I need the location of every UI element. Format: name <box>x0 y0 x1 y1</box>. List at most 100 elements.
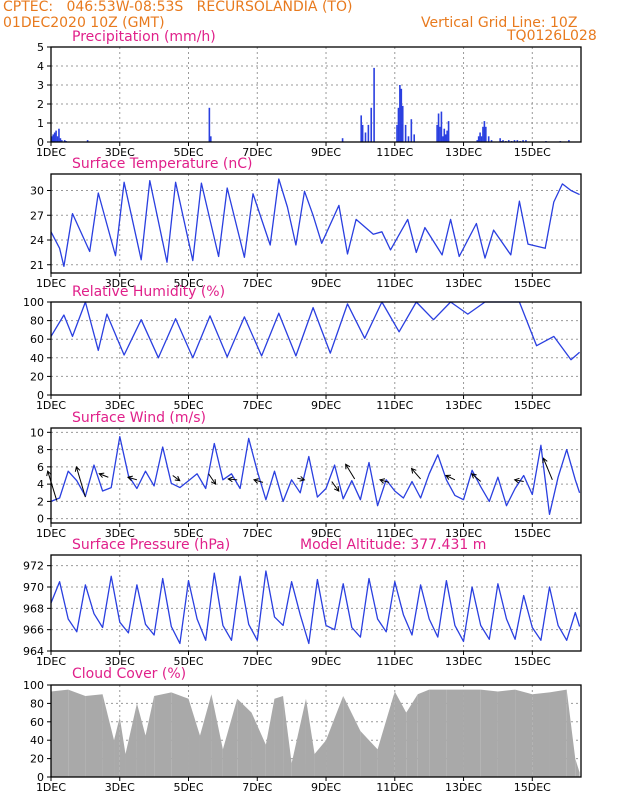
wind-vector <box>445 475 456 481</box>
precip-bar <box>210 136 212 142</box>
y-tick-label: 0 <box>37 513 44 526</box>
precip-bar <box>447 121 450 142</box>
panel-frame <box>50 684 582 778</box>
precip-bar <box>440 111 443 142</box>
x-tick-label: 7DEC <box>242 277 272 290</box>
cloud-segment <box>211 694 223 777</box>
panel-title: Precipitation (mm/h) <box>72 29 216 45</box>
precip-bar <box>396 124 398 142</box>
cloud-segment <box>377 691 395 777</box>
x-tick-label: 15DEC <box>514 527 551 540</box>
x-tick-label: 11DEC <box>376 399 413 412</box>
panel-frame <box>50 554 582 652</box>
x-tick-label: 5DEC <box>173 277 203 290</box>
x-tick-label: 13DEC <box>445 527 482 540</box>
cloud-segment <box>463 689 481 777</box>
cloud-segment <box>222 698 238 777</box>
precip-bar <box>568 140 570 142</box>
y-tick-label: 5 <box>37 41 44 54</box>
panel-title: Surface Temperature (nC) <box>72 156 253 172</box>
cloud-segment <box>532 692 550 777</box>
cloud-segment <box>51 689 69 777</box>
y-tick-label: 968 <box>23 602 44 615</box>
cloud-segment <box>283 696 292 777</box>
wind-vector <box>47 471 58 501</box>
precip-bar <box>361 124 364 142</box>
x-tick-label: 9DEC <box>311 399 341 412</box>
x-tick-label: 9DEC <box>311 655 341 668</box>
x-tick-label: 9DEC <box>311 277 341 290</box>
wind-vector <box>297 477 305 481</box>
cloud-segment <box>429 689 447 777</box>
wind-arrowhead <box>345 463 351 470</box>
y-tick-label: 20 <box>30 753 44 766</box>
x-tick-label: 7DEC <box>242 781 272 794</box>
cloud-segment <box>575 758 580 777</box>
x-tick-label: 7DEC <box>242 655 272 668</box>
x-tick-label: 5DEC <box>173 146 203 159</box>
cloud-segment <box>305 698 315 777</box>
cloud-segment <box>515 689 533 777</box>
wind-vector <box>345 464 356 480</box>
y-tick-label: 10 <box>30 426 44 439</box>
wind-vector <box>411 468 421 480</box>
precip-bar <box>410 119 413 142</box>
cloud-segment <box>274 696 284 777</box>
cloud-segment <box>446 689 464 777</box>
panel-title: Surface Wind (m/s) <box>72 410 206 426</box>
wind-arrowhead <box>210 479 217 486</box>
y-tick-label: 60 <box>30 333 44 346</box>
x-tick-label: 7DEC <box>242 527 272 540</box>
wind-vector <box>208 473 216 485</box>
wind-vector <box>99 473 109 478</box>
cloud-segment <box>291 698 306 777</box>
series-line <box>50 178 580 268</box>
cloud-segment <box>480 689 498 777</box>
cloud-segment <box>406 694 418 777</box>
wind-arrowhead <box>299 476 306 482</box>
y-tick-label: 964 <box>23 645 44 658</box>
x-tick-label: 1DEC <box>36 146 66 159</box>
precip-bar <box>483 121 486 142</box>
cloud-segment <box>314 740 327 777</box>
precip-bar <box>525 140 527 142</box>
x-tick-label: 3DEC <box>105 781 135 794</box>
cloud-segment <box>417 689 430 777</box>
precip-bar <box>208 107 211 142</box>
precip-bar <box>373 67 375 142</box>
cloud-segment <box>171 692 189 777</box>
wind-vector <box>542 458 553 481</box>
precip-bar <box>86 140 89 142</box>
x-tick-label: 1DEC <box>36 399 66 412</box>
wind-vector <box>228 478 238 481</box>
precip-bar <box>479 132 481 142</box>
model-code: TQ0126L028 <box>507 28 597 44</box>
cloud-segment <box>497 689 516 777</box>
y-tick-label: 24 <box>30 234 44 247</box>
x-tick-label: 3DEC <box>105 527 135 540</box>
precip-bar <box>413 134 416 142</box>
precip-bar <box>58 128 60 142</box>
y-tick-label: 972 <box>23 560 44 573</box>
wind-arrowhead <box>542 457 548 464</box>
y-tick-label: 40 <box>30 352 44 365</box>
x-tick-label: 13DEC <box>445 655 482 668</box>
precip-bar <box>341 138 344 142</box>
cloud-segment <box>85 694 103 777</box>
cloud-segment <box>394 691 407 777</box>
x-tick-label: 1DEC <box>36 527 66 540</box>
wind-vector <box>514 479 524 483</box>
y-tick-label: 1 <box>37 117 44 130</box>
precip-bar <box>522 140 524 142</box>
x-tick-label: 15DEC <box>514 146 551 159</box>
x-tick-label: 5DEC <box>173 655 203 668</box>
x-tick-label: 15DEC <box>514 399 551 412</box>
cloud-segment <box>188 698 200 777</box>
wind-vector <box>75 466 86 498</box>
cloud-segment <box>136 703 146 777</box>
wind-arrowhead <box>74 465 81 472</box>
x-tick-label: 3DEC <box>105 655 135 668</box>
y-tick-label: 21 <box>30 259 44 272</box>
cloud-segment <box>102 694 115 777</box>
precip-bar <box>404 124 407 142</box>
